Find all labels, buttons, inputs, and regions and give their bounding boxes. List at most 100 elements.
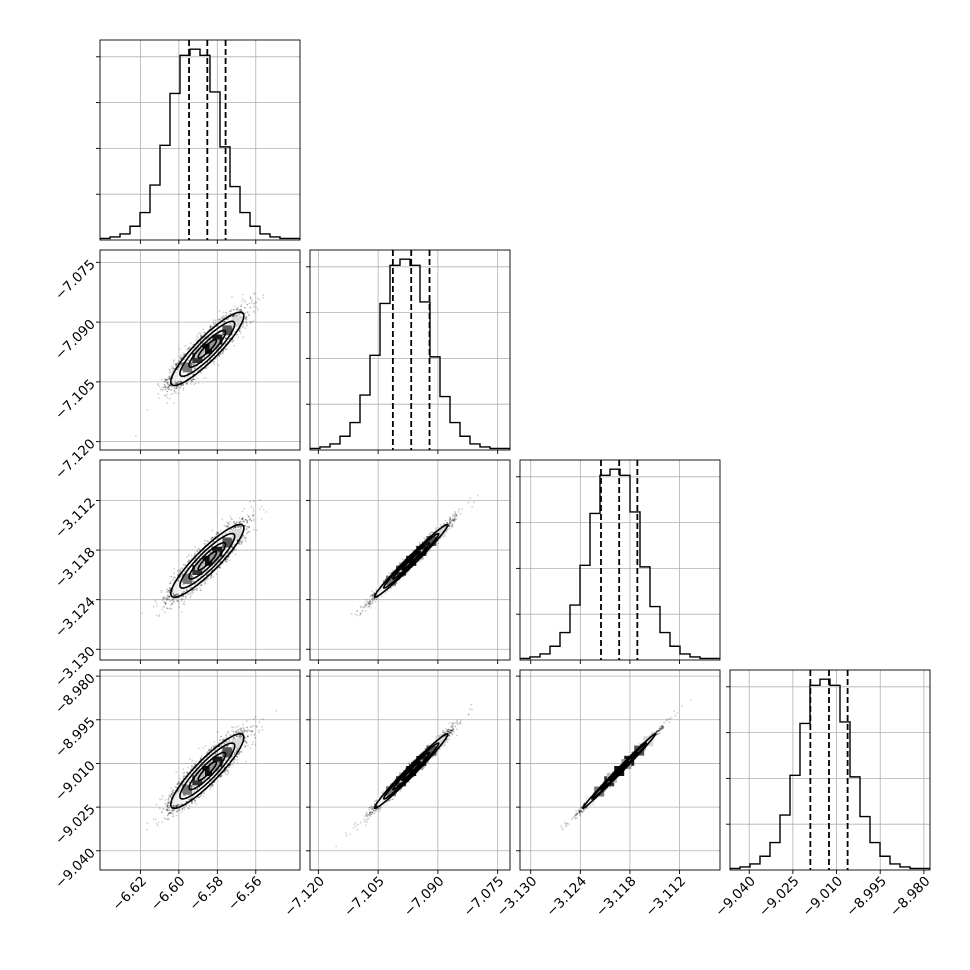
sample-point [388,799,391,802]
sample-point [225,559,228,561]
sample-point [450,525,453,528]
sample-point [209,749,211,751]
sample-point [470,703,472,706]
sample-point [176,362,179,365]
sample-point [676,712,679,714]
sample-point [244,518,247,521]
x-tick-label: −6.58 [186,873,227,914]
sample-point [233,522,236,524]
sample-point [242,727,245,729]
sample-point [368,809,370,811]
sample-point [200,584,203,587]
sample-point [245,318,248,321]
sample-point [244,536,247,539]
sample-point [158,397,160,399]
sample-point [656,730,658,733]
contour-level-1 [392,751,431,791]
sample-point [240,303,243,306]
sample-point [155,823,158,825]
sample-point [200,755,203,758]
sample-point [169,795,172,798]
sample-point [583,809,585,812]
sample-point [225,525,228,528]
sample-point [227,318,229,320]
contour-level-3 [169,732,245,810]
sample-point [371,602,374,605]
sample-point [448,730,451,733]
sample-point [359,606,362,609]
panel-2-1 [306,459,511,664]
sample-point [251,514,254,517]
sample-point [244,524,247,527]
sample-point [180,385,183,387]
sample-point [579,814,582,817]
sample-point [189,383,192,385]
sample-point [566,822,569,825]
sample-point [191,802,193,805]
sample-point [578,811,580,814]
sample-point [179,380,182,383]
sample-point [176,382,179,385]
sample-point [239,750,242,753]
sample-point [194,378,197,381]
sample-point [253,510,255,513]
sample-point [231,518,233,521]
sample-point [662,725,664,728]
sample-point [217,318,220,321]
sample-point [167,589,170,592]
sample-point [199,589,202,591]
sample-point [196,589,198,591]
sample-point [449,518,452,520]
sample-point [226,769,229,772]
sample-point [245,519,248,521]
sample-point [205,376,207,379]
sample-point [175,805,177,807]
sample-point [229,559,231,561]
sample-point [258,731,261,733]
contour-level-2 [382,532,440,589]
sample-point [368,601,371,603]
sample-point [446,729,449,732]
sample-point [213,323,215,326]
sample-point [235,735,238,738]
sample-point [186,567,189,569]
sample-point [197,796,200,799]
sample-point [658,727,661,730]
sample-point [444,519,447,522]
sample-point [455,513,458,516]
sample-point [177,381,180,383]
sample-point [235,726,238,729]
sample-point [166,594,169,597]
sample-point [212,785,215,788]
sample-point [375,808,377,811]
sample-point [253,529,256,531]
sample-point [170,604,172,606]
sample-point [175,805,178,808]
sample-point [167,802,170,805]
sample-point [225,311,227,314]
sample-point [232,736,235,739]
sample-point [359,613,362,616]
sample-point [183,564,186,566]
sample-point [210,748,213,751]
sample-point [198,586,201,589]
sample-point [210,325,213,328]
sample-point [451,524,453,527]
sample-point [447,730,449,733]
sample-point [449,518,451,521]
sample-point [369,814,371,816]
sample-point [211,784,213,787]
sample-point [244,301,246,304]
sample-point [657,730,659,732]
sample-point [473,501,475,504]
sample-point [236,526,239,528]
sample-point [436,750,439,753]
sample-point [262,296,265,299]
sample-point [236,756,239,758]
x-tick-label: −8.995 [843,873,890,920]
sample-point [370,806,373,809]
sample-point [226,348,228,351]
sample-point [164,385,167,388]
sample-point [176,804,179,807]
sample-point [181,803,184,805]
